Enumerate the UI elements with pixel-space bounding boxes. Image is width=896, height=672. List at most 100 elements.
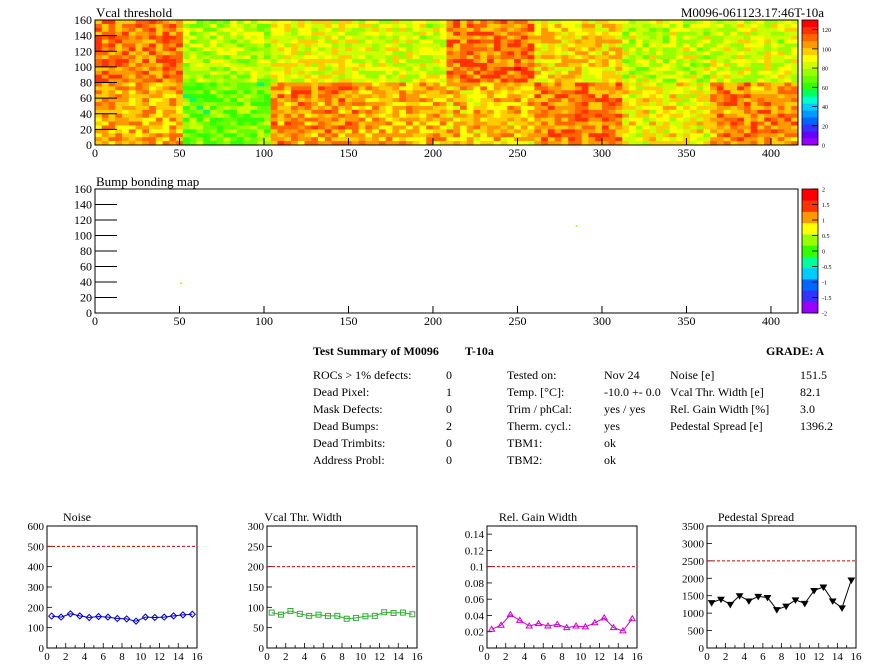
heatmap-cell (324, 35, 332, 40)
heatmap-cell (297, 78, 305, 83)
heatmap-cell (419, 113, 427, 119)
heatmap-cell (149, 70, 157, 76)
heatmap-cell (101, 133, 109, 138)
heatmap-cell (507, 137, 515, 142)
heatmap-cell (263, 59, 272, 64)
pedestal-spread-data-point (772, 607, 781, 614)
heatmap-cell (615, 125, 623, 130)
heatmap-cell (284, 113, 292, 119)
heatmap-cell (439, 82, 447, 87)
heatmap-cell (703, 94, 711, 99)
heatmap-cell (358, 39, 366, 44)
heatmap-cell (142, 78, 150, 83)
vcal-colorbar-band (802, 138, 818, 146)
heatmap-cell (635, 109, 643, 115)
heatmap-cell (331, 105, 339, 111)
heatmap-cell (365, 102, 373, 107)
heatmap-cell (689, 117, 698, 122)
heatmap-cell (122, 23, 130, 29)
heatmap-cell (757, 39, 765, 44)
heatmap-cell (108, 62, 116, 68)
heatmap-cell (128, 47, 136, 52)
heatmap-cell (135, 59, 143, 64)
heatmap-cell (196, 105, 204, 111)
heatmap-cell (284, 94, 292, 99)
heatmap-cell (358, 51, 366, 56)
heatmap-cell (507, 105, 515, 111)
heatmap-cell (95, 82, 103, 87)
noise-data-point (94, 612, 103, 621)
heatmap-cell (662, 113, 670, 119)
heatmap-cell (696, 121, 704, 126)
heatmap-cell (182, 23, 191, 29)
vcal-colorbar-label: 20 (822, 124, 828, 130)
heatmap-cell (216, 105, 224, 111)
heatmap-cell (514, 98, 522, 103)
heatmap-cell (784, 125, 792, 130)
heatmap-cell (629, 113, 637, 119)
heatmap-cell (270, 55, 278, 60)
heatmap-cell (716, 105, 725, 111)
heatmap-cell (196, 137, 204, 142)
heatmap-cell (764, 62, 772, 68)
summary-label: Address Probl: (313, 453, 385, 467)
heatmap-cell (399, 55, 407, 60)
heatmap-cell (547, 39, 556, 44)
heatmap-cell (250, 78, 258, 83)
heatmap-cell (656, 43, 664, 48)
heatmap-cell (689, 82, 698, 87)
heatmap-cell (669, 137, 677, 142)
heatmap-cell (507, 66, 515, 72)
heatmap-cell (500, 137, 508, 142)
heatmap-cell (108, 82, 116, 87)
heatmap-cell (162, 125, 170, 130)
heatmap-cell (446, 47, 454, 52)
heatmap-cell (547, 20, 556, 25)
heatmap-cell (743, 141, 752, 146)
heatmap-cell (791, 59, 799, 64)
heatmap-cell (689, 105, 698, 111)
heatmap-cell (595, 62, 603, 68)
heatmap-cell (432, 35, 441, 40)
heatmap-cell (155, 105, 163, 111)
heatmap-cell (642, 129, 650, 134)
heatmap-cell (574, 35, 583, 40)
heatmap-cell (629, 129, 637, 134)
heatmap-cell (270, 117, 278, 122)
heatmap-cell (649, 78, 657, 83)
heatmap-cell (291, 20, 299, 25)
heatmap-cell (527, 51, 535, 56)
heatmap-cell (419, 117, 427, 122)
heatmap-cell (331, 27, 339, 33)
heatmap-cell (432, 117, 441, 122)
heatmap-cell (764, 90, 772, 95)
gain-width-data-point (497, 621, 505, 628)
heatmap-cell (588, 55, 596, 60)
heatmap-cell (507, 55, 515, 60)
heatmap-cell (480, 117, 488, 122)
heatmap-cell (541, 117, 549, 122)
heatmap-cell (351, 51, 360, 56)
heatmap-cell (642, 98, 650, 103)
heatmap-cell (629, 121, 637, 126)
heatmap-cell (196, 59, 204, 64)
heatmap-cell (737, 47, 745, 52)
vcal-width-x-tick-label: 16 (412, 651, 424, 663)
heatmap-cell (723, 31, 731, 37)
heatmap-cell (500, 66, 508, 72)
heatmap-cell (710, 94, 718, 99)
heatmap-cell (439, 102, 447, 107)
heatmap-cell (683, 31, 691, 37)
heatmap-cell (304, 90, 312, 95)
heatmap-cell (460, 39, 468, 44)
heatmap-cell (460, 27, 468, 33)
heatmap-cell (601, 98, 610, 103)
heatmap-cell (696, 66, 704, 72)
heatmap-cell (568, 102, 576, 107)
heatmap-cell (588, 39, 596, 44)
heatmap-cell (128, 20, 136, 25)
heatmap-cell (263, 86, 272, 91)
heatmap-cell (304, 74, 312, 79)
heatmap-cell (223, 129, 231, 134)
heatmap-cell (203, 78, 211, 83)
